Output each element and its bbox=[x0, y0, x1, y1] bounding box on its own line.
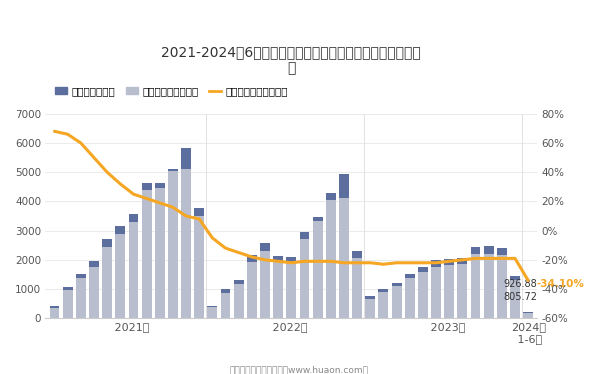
Bar bbox=[76, 273, 86, 318]
Bar bbox=[220, 293, 231, 318]
Bar bbox=[484, 246, 494, 318]
Text: 926.88: 926.88 bbox=[503, 279, 537, 289]
Bar bbox=[431, 267, 441, 318]
Bar bbox=[326, 193, 335, 318]
Bar bbox=[405, 273, 415, 318]
Bar bbox=[168, 171, 178, 318]
Bar bbox=[326, 200, 335, 318]
Bar bbox=[234, 280, 244, 318]
Bar bbox=[523, 313, 533, 318]
Bar bbox=[471, 254, 480, 318]
Bar bbox=[102, 247, 112, 318]
Bar bbox=[116, 233, 125, 318]
Bar bbox=[418, 267, 428, 318]
Bar bbox=[247, 261, 257, 318]
Bar bbox=[365, 296, 375, 318]
Bar bbox=[313, 221, 323, 318]
Bar bbox=[484, 254, 494, 318]
Bar bbox=[313, 218, 323, 318]
Bar bbox=[431, 260, 441, 318]
Bar bbox=[510, 276, 520, 318]
Bar bbox=[365, 299, 375, 318]
Bar bbox=[155, 188, 165, 318]
Bar bbox=[273, 261, 283, 318]
Bar bbox=[220, 289, 231, 318]
Text: 制图：华经产业研究院（www.huaon.com）: 制图：华经产业研究院（www.huaon.com） bbox=[230, 365, 369, 374]
Bar bbox=[76, 278, 86, 318]
Bar bbox=[471, 247, 480, 318]
Bar bbox=[155, 183, 165, 318]
Bar bbox=[207, 306, 217, 318]
Bar bbox=[142, 190, 152, 318]
Bar bbox=[286, 257, 297, 318]
Legend: 商品房（亿元）, 商品房住宅（亿元）, 商品房销售增速（％）: 商品房（亿元）, 商品房住宅（亿元）, 商品房销售增速（％） bbox=[50, 82, 292, 101]
Title: 2021-2024年6月江西省房地产商品住宅及商品住宅现房销售
额: 2021-2024年6月江西省房地产商品住宅及商品住宅现房销售 额 bbox=[162, 45, 421, 75]
Bar bbox=[116, 226, 125, 318]
Bar bbox=[50, 306, 59, 318]
Bar bbox=[392, 283, 401, 318]
Bar bbox=[352, 251, 362, 318]
Text: 805.72: 805.72 bbox=[503, 292, 537, 302]
Bar bbox=[444, 259, 454, 318]
Bar bbox=[418, 272, 428, 318]
Bar bbox=[300, 232, 310, 318]
Bar bbox=[405, 278, 415, 318]
Bar bbox=[50, 308, 59, 318]
Bar bbox=[458, 264, 467, 318]
Bar bbox=[234, 284, 244, 318]
Bar bbox=[379, 292, 388, 318]
Bar bbox=[181, 169, 191, 318]
Bar bbox=[339, 197, 349, 318]
Bar bbox=[260, 251, 270, 318]
Bar bbox=[129, 223, 138, 318]
Bar bbox=[194, 208, 204, 318]
Text: -34.10%: -34.10% bbox=[536, 279, 584, 289]
Bar bbox=[63, 287, 72, 318]
Bar bbox=[510, 280, 520, 318]
Bar bbox=[273, 256, 283, 318]
Bar bbox=[339, 174, 349, 318]
Bar bbox=[247, 255, 257, 318]
Bar bbox=[379, 289, 388, 318]
Bar bbox=[300, 239, 310, 318]
Bar bbox=[392, 286, 401, 318]
Bar bbox=[523, 312, 533, 318]
Bar bbox=[286, 263, 297, 318]
Bar bbox=[181, 148, 191, 318]
Bar bbox=[142, 183, 152, 318]
Bar bbox=[260, 243, 270, 318]
Bar bbox=[207, 307, 217, 318]
Bar bbox=[129, 214, 138, 318]
Bar bbox=[444, 265, 454, 318]
Bar bbox=[89, 261, 99, 318]
Bar bbox=[458, 258, 467, 318]
Bar bbox=[352, 258, 362, 318]
Bar bbox=[168, 169, 178, 318]
Bar bbox=[194, 216, 204, 318]
Bar bbox=[63, 289, 72, 318]
Bar bbox=[497, 255, 507, 318]
Bar bbox=[497, 248, 507, 318]
Bar bbox=[89, 267, 99, 318]
Bar bbox=[102, 239, 112, 318]
